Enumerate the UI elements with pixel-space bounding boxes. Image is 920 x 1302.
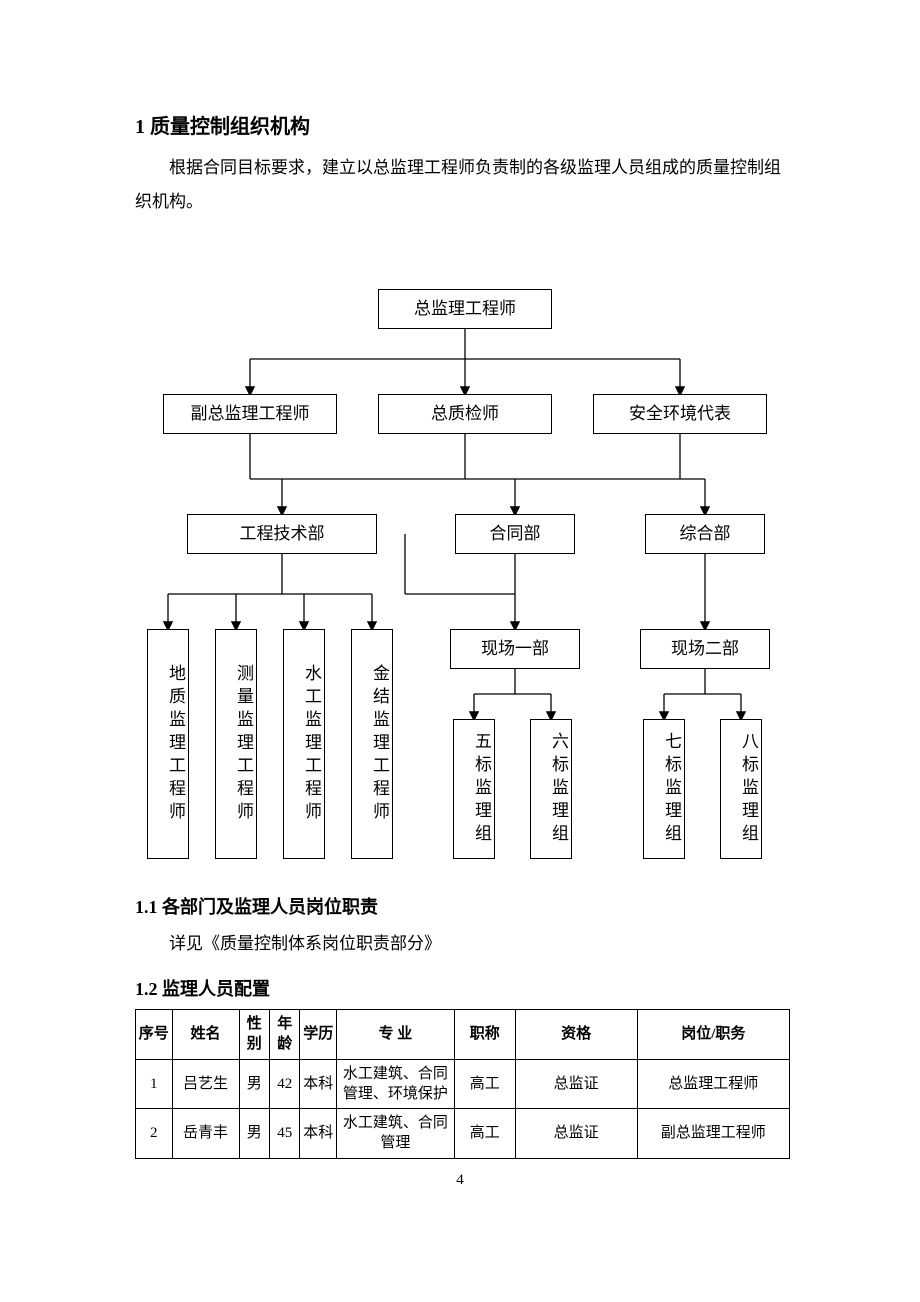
table-cell: 42 (270, 1059, 300, 1109)
table-cell: 副总监理工程师 (637, 1109, 789, 1159)
table-cell: 水工建筑、合同管理、环境保护 (337, 1059, 455, 1109)
table-header-cell: 姓名 (172, 1010, 239, 1060)
table-cell: 1 (136, 1059, 173, 1109)
table-cell: 岳青丰 (172, 1109, 239, 1159)
table-row: 1吕艺生男42本科水工建筑、合同管理、环境保护高工总监证总监理工程师 (136, 1059, 790, 1109)
org-node-l2a: 副总监理工程师 (163, 394, 337, 434)
table-header-cell: 职称 (454, 1010, 515, 1060)
table-cell: 2 (136, 1109, 173, 1159)
org-node-l3c: 综合部 (645, 514, 765, 554)
table-cell: 总监证 (515, 1059, 637, 1109)
table-cell: 高工 (454, 1059, 515, 1109)
org-node-l2c: 安全环境代表 (593, 394, 767, 434)
table-cell: 男 (239, 1109, 269, 1159)
table-row: 2岳青丰男45本科水工建筑、合同管理高工总监证副总监理工程师 (136, 1109, 790, 1159)
org-node-l2b: 总质检师 (378, 394, 552, 434)
subsection-1-2-heading: 1.2 监理人员配置 (135, 975, 790, 1001)
table-header-row: 序号姓名性别年龄学历专 业职称资格岗位/职务 (136, 1010, 790, 1060)
table-body: 1吕艺生男42本科水工建筑、合同管理、环境保护高工总监证总监理工程师2岳青丰男4… (136, 1059, 790, 1158)
org-node-l3b: 合同部 (455, 514, 575, 554)
org-node-v4: 金结监理工程师 (351, 629, 393, 859)
table-header-cell: 资格 (515, 1010, 637, 1060)
org-node-s1: 现场一部 (450, 629, 580, 669)
table-header-cell: 岗位/职务 (637, 1010, 789, 1060)
table-cell: 男 (239, 1059, 269, 1109)
subsection-1-1-para: 详见《质量控制体系岗位职责部分》 (135, 927, 790, 961)
org-node-top: 总监理工程师 (378, 289, 552, 329)
org-node-v3: 水工监理工程师 (283, 629, 325, 859)
subsection-1-1-heading: 1.1 各部门及监理人员岗位职责 (135, 893, 790, 919)
org-node-l3a: 工程技术部 (187, 514, 377, 554)
org-node-g4: 八标监理组 (720, 719, 762, 859)
personnel-table: 序号姓名性别年龄学历专 业职称资格岗位/职务 1吕艺生男42本科水工建筑、合同管… (135, 1009, 790, 1159)
table-cell: 总监理工程师 (637, 1059, 789, 1109)
table-cell: 高工 (454, 1109, 515, 1159)
table-header-cell: 序号 (136, 1010, 173, 1060)
org-node-g1: 五标监理组 (453, 719, 495, 859)
org-node-v2: 测量监理工程师 (215, 629, 257, 859)
section-paragraph: 根据合同目标要求，建立以总监理工程师负责制的各级监理人员组成的质量控制组织机构。 (135, 151, 790, 219)
org-node-g2: 六标监理组 (530, 719, 572, 859)
table-cell: 本科 (300, 1109, 337, 1159)
section-heading: 1 质量控制组织机构 (135, 110, 790, 139)
org-node-g3: 七标监理组 (643, 719, 685, 859)
org-node-s2: 现场二部 (640, 629, 770, 669)
document-page: 1 质量控制组织机构 根据合同目标要求，建立以总监理工程师负责制的各级监理人员组… (0, 0, 920, 1219)
table-cell: 45 (270, 1109, 300, 1159)
table-cell: 总监证 (515, 1109, 637, 1159)
org-chart: 总监理工程师副总监理工程师 总质检师 安全环境代表工程技术部 合同部 综合部地质监理工程… (135, 289, 795, 879)
page-number: 4 (0, 1172, 920, 1189)
table-cell: 吕艺生 (172, 1059, 239, 1109)
table-cell: 水工建筑、合同管理 (337, 1109, 455, 1159)
table-header-cell: 年龄 (270, 1010, 300, 1060)
table-cell: 本科 (300, 1059, 337, 1109)
table-header-cell: 性别 (239, 1010, 269, 1060)
org-node-v1: 地质监理工程师 (147, 629, 189, 859)
table-header-cell: 专 业 (337, 1010, 455, 1060)
table-header-cell: 学历 (300, 1010, 337, 1060)
